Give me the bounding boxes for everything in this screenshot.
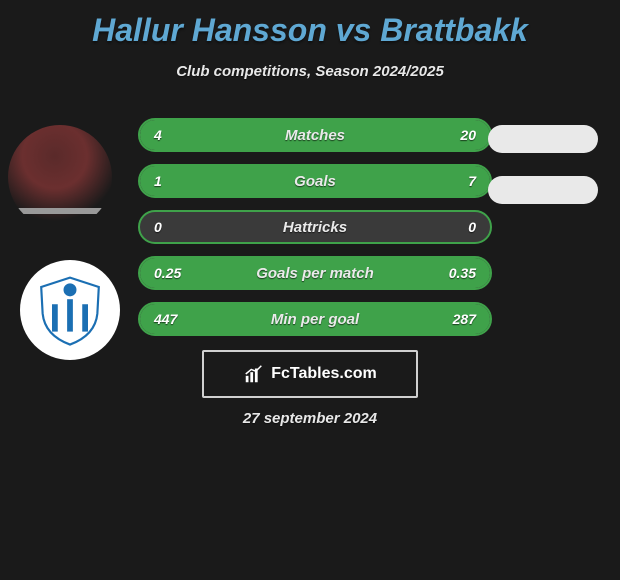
stat-right-value: 20 xyxy=(460,127,476,143)
player2-pill xyxy=(488,176,598,204)
date-text: 27 september 2024 xyxy=(0,410,620,427)
shield-icon xyxy=(34,274,106,346)
stat-label: Min per goal xyxy=(140,311,490,328)
stat-right-value: 0 xyxy=(468,219,476,235)
stat-row: 1 Goals 7 xyxy=(138,164,492,198)
stat-row: 447 Min per goal 287 xyxy=(138,302,492,336)
player2-pill xyxy=(488,125,598,153)
subtitle: Club competitions, Season 2024/2025 xyxy=(0,63,620,80)
stat-right-value: 0.35 xyxy=(449,265,476,281)
stat-row: 4 Matches 20 xyxy=(138,118,492,152)
club-badge xyxy=(20,260,120,360)
player1-avatar xyxy=(8,125,112,229)
stat-label: Matches xyxy=(140,127,490,144)
stat-label: Goals per match xyxy=(140,265,490,282)
stat-right-value: 7 xyxy=(468,173,476,189)
stat-label: Hattricks xyxy=(140,219,490,236)
stat-row: 0 Hattricks 0 xyxy=(138,210,492,244)
stats-container: 4 Matches 20 1 Goals 7 0 Hattricks 0 0.2… xyxy=(138,118,492,348)
brand-box[interactable]: FcTables.com xyxy=(202,350,418,398)
page-title: Hallur Hansson vs Brattbakk xyxy=(0,0,620,49)
stat-row: 0.25 Goals per match 0.35 xyxy=(138,256,492,290)
brand-label: FcTables.com xyxy=(271,365,377,383)
chart-icon xyxy=(243,363,265,385)
stat-label: Goals xyxy=(140,173,490,190)
stat-right-value: 287 xyxy=(453,311,476,327)
